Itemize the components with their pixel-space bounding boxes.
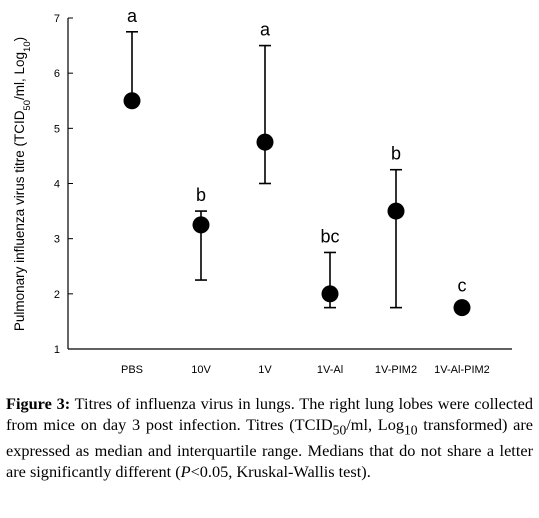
x-tick-label: PBS	[121, 364, 143, 376]
y-tick-label: 7	[54, 13, 60, 25]
x-labels: PBS 10V 1V 1V-Al 1V-PIM2 1V-Al-PIM2	[121, 364, 490, 376]
significance-letter: a	[127, 6, 138, 26]
y-tick-label: 2	[54, 289, 60, 301]
caption-subscript: 10	[404, 422, 418, 437]
caption-italic: P	[181, 462, 191, 481]
median-point	[257, 134, 274, 151]
axes	[68, 18, 512, 349]
y-tick-label: 4	[54, 179, 60, 191]
x-tick-label: 1V-Al-PIM2	[434, 364, 490, 376]
significance-letter: b	[391, 144, 401, 164]
x-tick-label: 1V-PIM2	[375, 364, 417, 376]
median-point	[193, 216, 210, 233]
caption-label: Figure 3:	[6, 394, 70, 413]
caption-subscript: 50	[333, 422, 347, 437]
y-tick-label: 6	[54, 68, 60, 80]
y-ticks: 1 2 3 4 5 6 7	[54, 13, 73, 356]
x-tick-label: 1V-Al	[317, 364, 343, 376]
figure-caption: Figure 3: Titres of influenza virus in l…	[6, 393, 533, 482]
median-points	[124, 92, 471, 316]
significance-letter: b	[196, 185, 206, 205]
significance-letter: c	[458, 276, 467, 296]
significance-letter: bc	[320, 226, 339, 246]
y-tick-label: 1	[54, 344, 60, 356]
caption-text: <0.05, Kruskal-Wallis test).	[191, 462, 371, 481]
y-tick-label: 5	[54, 123, 60, 135]
x-tick-label: 1V	[258, 364, 272, 376]
caption-text: /ml, Log	[346, 415, 404, 434]
error-bars	[126, 32, 402, 308]
significance-letter: a	[260, 20, 271, 40]
median-point	[322, 285, 339, 302]
median-point	[124, 92, 141, 109]
y-tick-label: 3	[54, 234, 60, 246]
x-tick-label: 10V	[191, 364, 211, 376]
y-axis-label: Pulmonary influenza virus titre (TCID50/…	[12, 37, 33, 331]
median-point	[454, 299, 471, 316]
median-point	[388, 203, 405, 220]
chart: 1 2 3 4 5 6 7 PBS 10V 1V 1V-Al 1V-PIM2 1V-Al-PIM2 a…	[0, 0, 539, 390]
